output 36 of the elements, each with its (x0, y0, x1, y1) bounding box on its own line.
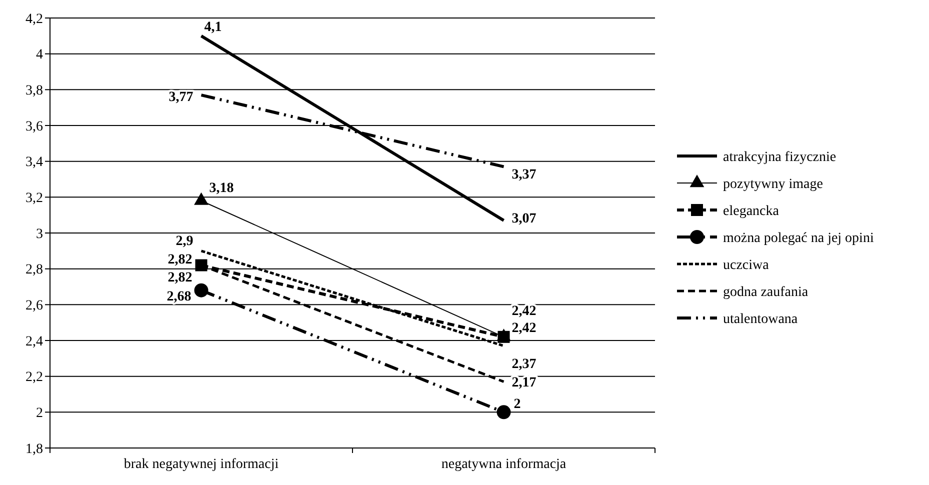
y-tick-label: 3 (36, 226, 43, 242)
y-tick-label: 3,2 (26, 191, 43, 206)
data-label: 2,68 (166, 289, 192, 304)
y-tick-label: 2,6 (26, 298, 43, 314)
data-label: 2 (514, 397, 521, 412)
legend-label: godna zaufania (723, 284, 809, 300)
data-label: 2,9 (176, 234, 194, 249)
data-label: 3,07 (512, 211, 536, 226)
y-tick-label: 4,2 (26, 12, 43, 27)
legend-label: elegancka (723, 204, 780, 219)
data-label: 3,18 (209, 180, 234, 196)
data-label: 2,17 (512, 376, 536, 391)
data-label: 2,37 (512, 356, 536, 372)
y-tick-label: 2,2 (26, 370, 43, 386)
x-tick-label: brak negatywnej informacji (124, 457, 279, 472)
data-label: 3,77 (168, 90, 194, 106)
data-label: 2,82 (168, 252, 192, 268)
y-tick-label: 2,4 (26, 334, 43, 350)
data-label: 2,82 (168, 270, 192, 286)
data-label: 4,1 (204, 20, 222, 35)
y-tick-label: 1,8 (26, 442, 43, 457)
x-tick-label: negatywna informacja (441, 457, 567, 472)
legend-label: uczciwa (723, 258, 770, 273)
data-label: 2,42 (512, 304, 536, 319)
data-label: 3,37 (512, 168, 536, 183)
y-tick-label: 3,6 (26, 119, 43, 134)
legend-label: utalentowana (723, 312, 798, 327)
y-tick-label: 2 (36, 406, 43, 422)
y-tick-label: 2,8 (26, 262, 43, 278)
data-label: 2,42 (512, 320, 536, 336)
legend-label: atrakcyjna fizycznie (723, 150, 836, 165)
y-tick-label: 4 (36, 48, 43, 63)
y-tick-label: 3,8 (26, 84, 43, 99)
legend-label: można polegać na jej opini (723, 230, 874, 246)
legend-label: pozytywny image (723, 176, 823, 192)
y-tick-label: 3,4 (26, 155, 43, 170)
